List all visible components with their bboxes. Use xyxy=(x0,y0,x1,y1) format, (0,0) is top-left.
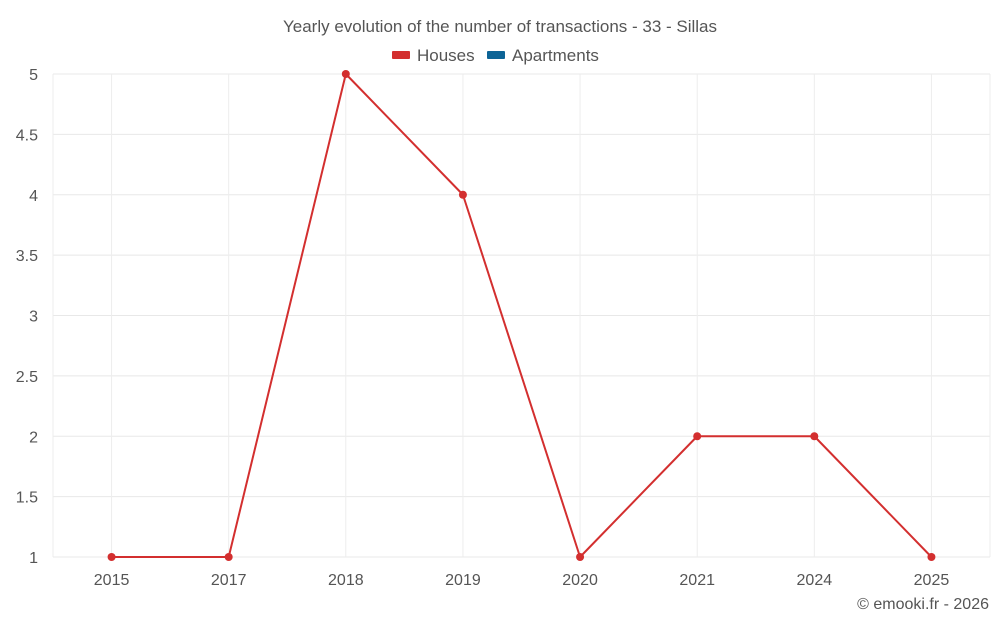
x-tick-label: 2017 xyxy=(211,572,247,589)
y-axis: 1 1.5 2 2.5 3 3.5 4 4.5 5 xyxy=(16,67,38,567)
data-point-houses-2024[interactable] xyxy=(810,432,819,441)
y-tick-label: 3.5 xyxy=(16,248,38,265)
x-axis: 2015 2017 2018 2019 2020 2021 2024 2025 xyxy=(94,572,950,589)
credit-text: © emooki.fr - 2026 xyxy=(857,596,989,613)
y-tick-label: 2.5 xyxy=(16,369,38,386)
y-tick-label: 5 xyxy=(29,67,38,84)
y-tick-label: 3 xyxy=(29,309,38,326)
data-point-houses-2020[interactable] xyxy=(576,553,585,561)
y-tick-label: 2 xyxy=(29,429,38,446)
legend: Houses Apartments xyxy=(392,46,599,65)
y-tick-label: 4.5 xyxy=(16,127,38,144)
x-tick-label: 2018 xyxy=(328,572,364,589)
series-layer xyxy=(107,70,936,561)
y-tick-label: 4 xyxy=(29,188,38,205)
x-tick-label: 2025 xyxy=(914,572,950,589)
data-point-houses-2021[interactable] xyxy=(693,432,702,441)
legend-swatch-apartments[interactable] xyxy=(487,51,505,59)
legend-swatch-houses[interactable] xyxy=(392,51,410,59)
data-point-houses-2025[interactable] xyxy=(927,553,936,561)
y-tick-label: 1.5 xyxy=(16,490,38,507)
grid xyxy=(52,73,991,558)
data-point-houses-2015[interactable] xyxy=(107,553,116,561)
chart-title: Yearly evolution of the number of transa… xyxy=(283,17,717,36)
x-tick-label: 2015 xyxy=(94,572,130,589)
x-tick-label: 2021 xyxy=(679,572,715,589)
legend-label-houses[interactable]: Houses xyxy=(417,46,475,65)
series-line-houses xyxy=(111,73,933,558)
x-tick-label: 2019 xyxy=(445,572,481,589)
x-tick-label: 2024 xyxy=(797,572,833,589)
data-point-houses-2018[interactable] xyxy=(341,70,350,78)
y-tick-label: 1 xyxy=(29,550,38,567)
data-point-houses-2019[interactable] xyxy=(458,190,467,199)
x-tick-label: 2020 xyxy=(562,572,598,589)
legend-label-apartments[interactable]: Apartments xyxy=(512,46,599,65)
data-point-houses-2017[interactable] xyxy=(224,553,233,561)
